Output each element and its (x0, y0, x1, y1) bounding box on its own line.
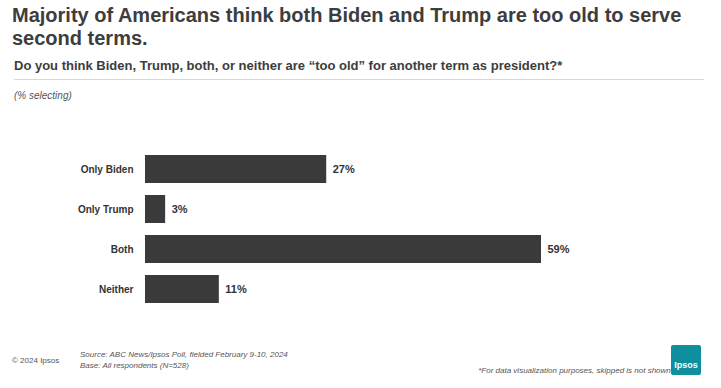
svg-text:59%: 59% (548, 243, 570, 255)
html-text:Majority of Americans think bo: Majority of Americans think both Biden a… (12, 4, 682, 49)
html-text:Ipsos: Ipsos (674, 360, 698, 370)
svg-text:27%: 27% (333, 163, 355, 175)
html-text:(% selecting): (% selecting) (14, 90, 72, 101)
svg-text:Both: Both (111, 244, 134, 255)
svg-text:11%: 11% (225, 283, 247, 295)
svg-text:Neither: Neither (99, 284, 134, 295)
html-text:*For data visualization purpos: *For data visualization purposes, skippe… (478, 366, 673, 375)
svg-text:Only Trump: Only Trump (78, 204, 134, 215)
html-text:Do you think Biden, Trump, bot: Do you think Biden, Trump, both, or neit… (14, 58, 563, 73)
html-text:Base: All respondents (N=528): Base: All respondents (N=528) (80, 361, 189, 370)
html-text:© 2024 Ipsos: © 2024 Ipsos (12, 356, 60, 365)
html-text:Source: ABC News/Ipsos Poll, f: Source: ABC News/Ipsos Poll, fielded Feb… (80, 350, 288, 359)
svg-text:Only Biden: Only Biden (81, 164, 134, 175)
svg-text:3%: 3% (172, 203, 188, 215)
